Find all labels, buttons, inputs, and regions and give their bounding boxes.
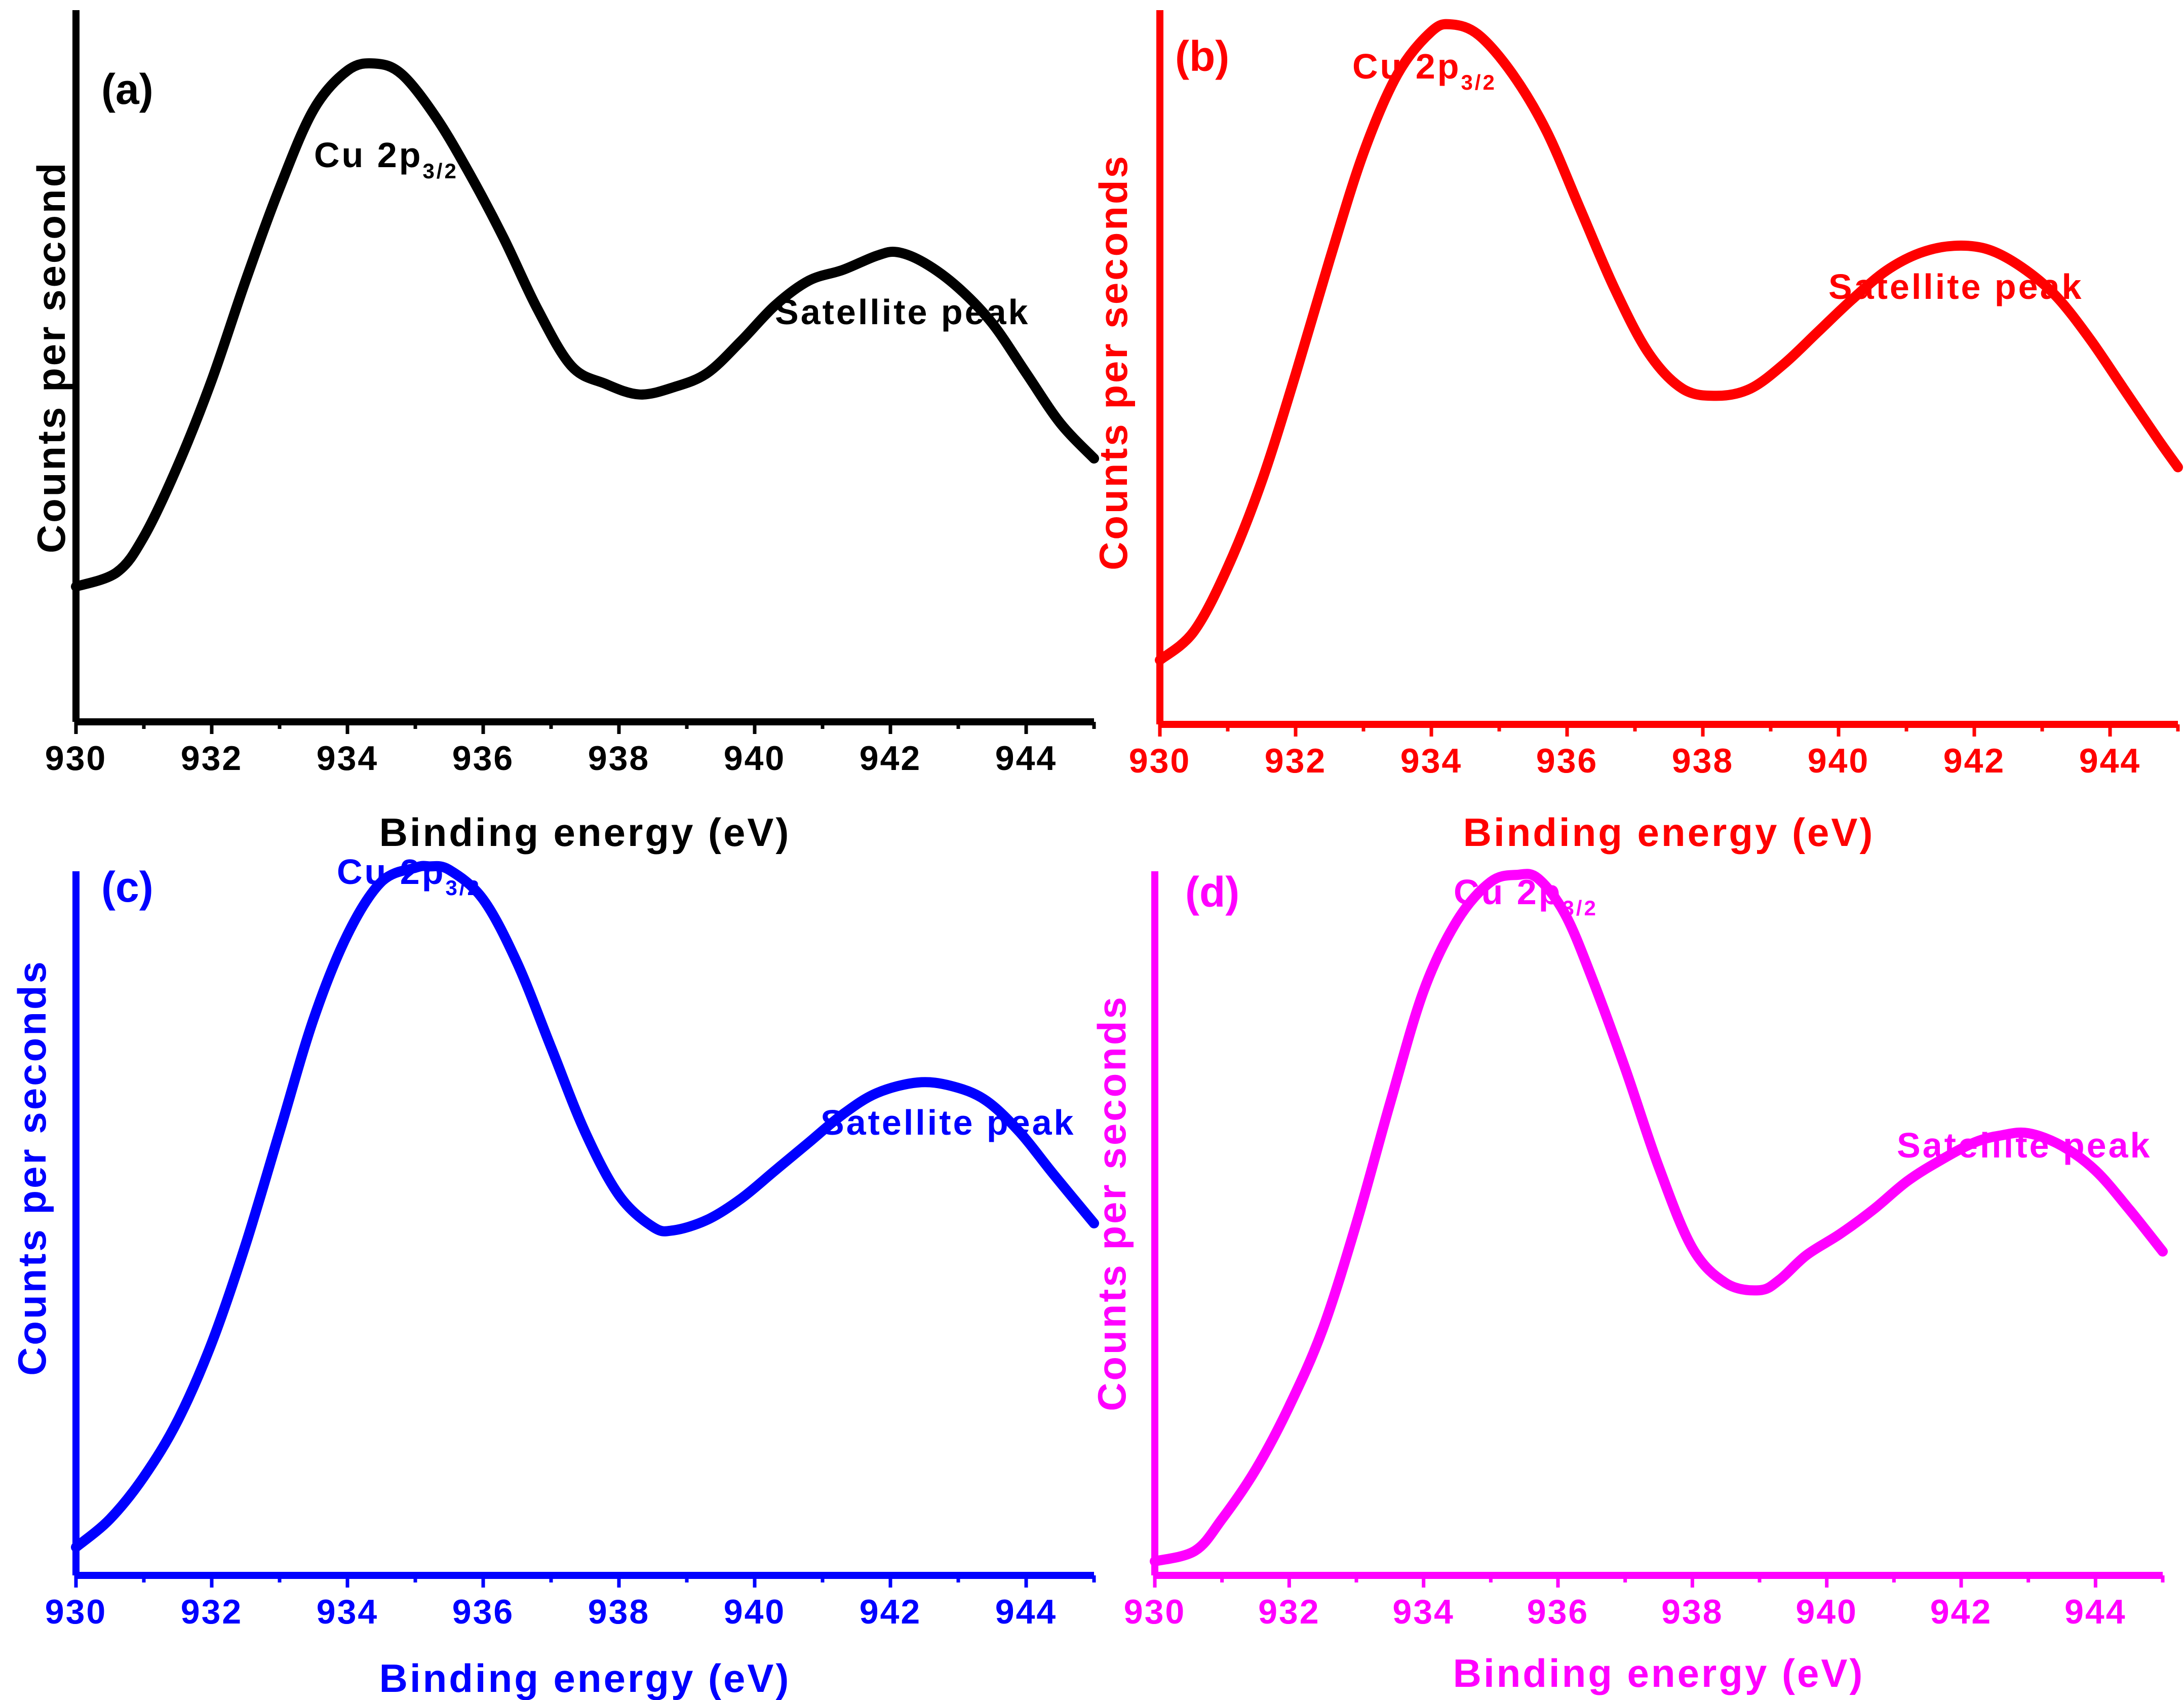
curve-b [1155,19,2183,666]
x-ticks-a: 930 932 934 936 938 940 942 944 [45,722,1096,778]
x-tick-label-c: 930 [45,1593,107,1631]
panel-d: 930 932 934 936 938 940 942 944 (d) Cu 2p3/2 Sa… [1089,868,2168,1695]
x-tick-label-c: 938 [588,1593,650,1631]
x-tick-label-d: 936 [1527,1593,1589,1631]
curve-d [1150,869,2168,1567]
panel-c: 930 932 934 936 938 940 942 944 (c) Cu 2p3/2 Sa… [10,852,1099,1700]
panel-label-b: (b) [1175,32,1229,80]
x-tick-label-d: 930 [1124,1593,1186,1631]
x-tick-label-d: 938 [1661,1593,1723,1631]
x-tick-label-a: 936 [452,739,514,778]
x-tick-label-c: 940 [724,1593,786,1631]
x-tick-label-b: 936 [1536,742,1598,780]
x-tick-label-b: 940 [1808,742,1869,780]
x-tick-label-d: 940 [1796,1593,1857,1631]
x-tick-label-a: 942 [860,739,921,778]
x-tick-label-c: 934 [317,1593,378,1631]
x-tick-label-a: 930 [45,739,107,778]
peak-label-d: Cu 2p3/2 [1454,872,1598,920]
peak-label-b: Cu 2p3/2 [1352,47,1497,94]
x-tick-label-b: 932 [1265,742,1327,780]
x-tick-label-b: 942 [1943,742,2005,780]
x-ticks-d: 930 932 934 936 938 940 942 944 [1124,1575,2165,1631]
x-axis-title-c: Binding energy (eV) [379,1656,791,1700]
satellite-label-a: Satellite peak [775,292,1030,332]
x-axis-title-a: Binding energy (eV) [379,810,791,855]
x-tick-label-d: 942 [1930,1593,1992,1631]
x-tick-label-a: 940 [724,739,786,778]
curve-c [71,861,1099,1553]
x-tick-label-b: 938 [1672,742,1734,780]
x-ticks-b: 930 932 934 936 938 940 942 944 [1129,724,2180,780]
x-tick-label-c: 942 [860,1593,921,1631]
peak-label-c: Cu 2p3/2 [337,852,481,900]
satellite-label-b: Satellite peak [1828,267,2083,306]
y-axis-title-d: Counts per seconds [1089,995,1134,1411]
x-tick-label-a: 944 [995,739,1057,778]
x-tick-label-b: 930 [1129,742,1191,780]
satellite-label-c: Satellite peak [821,1103,1075,1142]
panel-label-c: (c) [101,863,153,911]
x-tick-label-d: 944 [2064,1593,2126,1631]
peak-label-a: Cu 2p3/2 [314,135,458,183]
x-tick-label-b: 944 [2079,742,2141,780]
x-axis-title-b: Binding energy (eV) [1463,810,1875,855]
y-axis-title-c: Counts per seconds [10,959,54,1376]
x-tick-label-c: 944 [995,1593,1057,1631]
x-tick-label-a: 938 [588,739,650,778]
x-ticks-c: 930 932 934 936 938 940 942 944 [45,1575,1096,1631]
satellite-label-d: Satellite peak [1897,1126,2152,1165]
x-tick-label-a: 934 [317,739,378,778]
y-axis-title-a: Counts per second [29,161,73,553]
x-axis-title-d: Binding energy (eV) [1453,1651,1865,1695]
x-tick-label-a: 932 [181,739,243,778]
x-tick-label-c: 932 [181,1593,243,1631]
panel-b: 930 932 934 936 938 940 942 944 (b) Cu 2p3/2 Sa… [1091,10,2183,855]
x-tick-label-c: 936 [452,1593,514,1631]
y-axis-title-b: Counts per seconds [1091,154,1136,570]
x-tick-label-b: 934 [1400,742,1462,780]
curve-a [71,58,1099,592]
panel-label-a: (a) [101,65,153,113]
panel-a: 930 932 934 936 938 940 942 944 (a) Cu 2p3/2 Sa… [29,10,1099,855]
panel-label-d: (d) [1185,868,1239,916]
x-tick-label-d: 934 [1392,1593,1454,1631]
x-tick-label-d: 932 [1258,1593,1320,1631]
